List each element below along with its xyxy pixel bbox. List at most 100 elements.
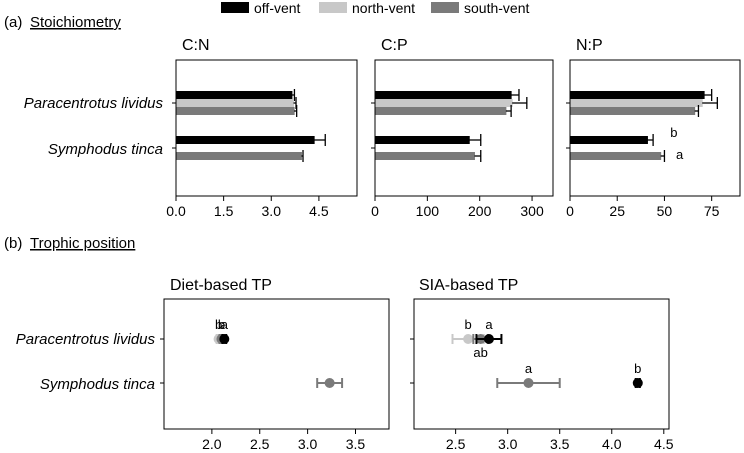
row-labels-b: Paracentrotus lividus Symphodus tinca	[16, 331, 156, 393]
category-label-symphodus-b: Symphodus tinca	[40, 376, 155, 393]
legend-item-south-vent: south-vent	[431, 0, 529, 16]
bar-north-vent	[375, 99, 513, 107]
section-a-letter: (a)	[4, 14, 22, 31]
legend-label-south-vent: south-vent	[464, 0, 529, 16]
legend: off-vent north-vent south-vent	[221, 0, 529, 16]
legend-item-north-vent: north-vent	[319, 0, 415, 16]
section-a-heading: (a) Stoichiometry	[4, 14, 121, 31]
legend-swatch-north-vent	[319, 2, 347, 13]
point-south-vent	[523, 378, 534, 388]
significance-label: b	[634, 361, 641, 376]
category-label-paracentrotus-a: Paracentrotus lividus	[24, 95, 164, 112]
axis-ticks: 0 100 200 300	[371, 102, 544, 219]
significance-label: a	[525, 361, 533, 376]
bar-south-vent	[375, 152, 475, 160]
panel-title: C:N	[182, 37, 210, 54]
panel-title: C:P	[381, 37, 408, 54]
bar-off-vent	[570, 91, 705, 99]
x-tick-label: 1.5	[214, 203, 234, 219]
x-tick-label: 75	[704, 203, 720, 219]
panel-title: Diet-based TP	[170, 277, 272, 294]
section-b-letter: (b)	[4, 235, 22, 252]
point-off-vent	[483, 334, 494, 344]
axis-ticks: 2.0 2.5 3.0 3.5	[160, 338, 366, 452]
significance-label: b	[215, 317, 222, 332]
bar-south-vent	[375, 107, 507, 115]
point-south-vent	[324, 378, 335, 388]
x-tick-label: 2.5	[446, 436, 466, 452]
bar-marks: ba	[570, 89, 718, 162]
plot-frame	[374, 59, 554, 197]
bar-off-vent	[375, 91, 512, 99]
row-labels-a: Paracentrotus lividus Symphodus tinca	[24, 95, 164, 158]
panel-title: N:P	[576, 37, 603, 54]
point-north-vent	[463, 334, 474, 344]
significance-label: b	[670, 125, 677, 140]
legend-swatch-off-vent	[221, 2, 249, 13]
significance-label: b	[465, 317, 472, 332]
bar-south-vent	[570, 107, 696, 115]
legend-item-off-vent: off-vent	[221, 0, 301, 16]
panel-diet-tp: Diet-based TP bba 2.0 2.5 3.0 3.5	[160, 277, 390, 452]
bar-marks	[375, 89, 528, 162]
x-tick-label: 200	[468, 203, 492, 219]
x-tick-label: 4.5	[309, 203, 329, 219]
bar-off-vent	[176, 91, 293, 99]
significance-label: a	[221, 317, 229, 332]
bar-off-vent	[570, 136, 648, 144]
bar-off-vent	[375, 136, 470, 144]
point-marks: bba	[213, 317, 344, 388]
x-tick-label: 4.5	[654, 436, 674, 452]
panel-np: N:P ba 0 25 50 75	[566, 37, 741, 219]
point-off-vent	[219, 334, 230, 344]
x-tick-label: 3.0	[298, 436, 318, 452]
x-tick-label: 2.5	[250, 436, 270, 452]
x-tick-label: 100	[416, 203, 440, 219]
x-tick-label: 0	[371, 203, 379, 219]
plot-frame	[569, 59, 741, 197]
plot-frame	[175, 59, 358, 197]
significance-label: b	[218, 317, 225, 332]
bar-south-vent	[176, 152, 302, 160]
category-label-paracentrotus-b: Paracentrotus lividus	[16, 331, 156, 348]
x-tick-label: 3.0	[262, 203, 282, 219]
plot-frame	[413, 298, 670, 430]
panel-cp: C:P 0 100 200 300	[371, 37, 554, 219]
section-b-title: Trophic position	[30, 235, 135, 252]
x-tick-label: 3.5	[346, 436, 366, 452]
x-tick-label: 25	[609, 203, 625, 219]
section-a-title: Stoichiometry	[30, 14, 121, 31]
point-off-vent	[632, 378, 643, 388]
x-tick-label: 0.0	[166, 203, 186, 219]
panel-title: SIA-based TP	[419, 277, 518, 294]
x-tick-label: 300	[520, 203, 544, 219]
significance-label: a	[676, 147, 684, 162]
x-tick-label: 3.5	[550, 436, 570, 452]
x-tick-label: 2.0	[202, 436, 222, 452]
category-label-symphodus-a: Symphodus tinca	[48, 141, 163, 158]
significance-label: ab	[473, 345, 487, 360]
axis-ticks: 0.0 1.5 3.0 4.5	[166, 102, 329, 219]
axis-ticks: 0 25 50 75	[566, 102, 720, 219]
axis-ticks: 2.5 3.0 3.5 4.0 4.5	[410, 338, 674, 452]
x-tick-label: 3.0	[498, 436, 518, 452]
bar-north-vent	[570, 99, 703, 107]
bar-marks	[176, 89, 326, 162]
plot-frame	[163, 298, 390, 430]
x-tick-label: 50	[657, 203, 673, 219]
x-tick-label: 4.0	[602, 436, 622, 452]
bar-south-vent	[176, 107, 295, 115]
bar-north-vent	[176, 99, 294, 107]
x-tick-label: 0	[566, 203, 574, 219]
legend-label-north-vent: north-vent	[352, 0, 415, 16]
legend-swatch-south-vent	[431, 2, 459, 13]
bar-south-vent	[570, 152, 662, 160]
section-b-heading: (b) Trophic position	[4, 235, 135, 252]
panel-cn: C:N 0.0 1.5 3.0 4.5	[166, 37, 358, 219]
bar-off-vent	[176, 136, 315, 144]
legend-label-off-vent: off-vent	[254, 0, 301, 16]
significance-label: a	[485, 317, 493, 332]
